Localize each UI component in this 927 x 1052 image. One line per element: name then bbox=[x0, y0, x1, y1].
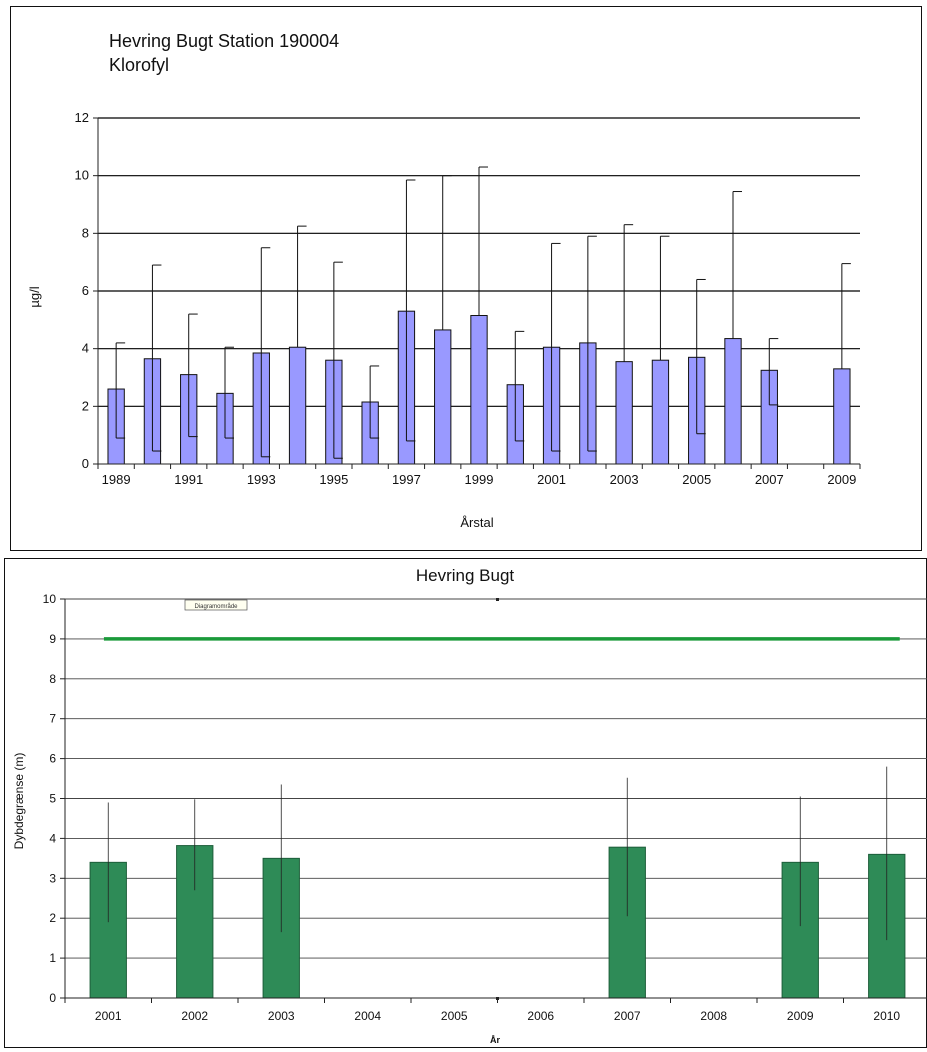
y-tick-label: 6 bbox=[49, 752, 56, 766]
annotation-label: Diagramområde bbox=[194, 603, 238, 610]
bar bbox=[833, 368, 851, 465]
x-tick-label: 2003 bbox=[610, 472, 639, 487]
x-tick-label: 2009 bbox=[827, 472, 856, 487]
y-tick-label: 8 bbox=[82, 225, 89, 240]
bar bbox=[434, 329, 452, 465]
y-tick-label: 4 bbox=[49, 831, 56, 845]
x-tick-label: 2008 bbox=[700, 1009, 727, 1023]
x-tick-label: 2005 bbox=[682, 472, 711, 487]
x-tick-label: 1999 bbox=[465, 472, 494, 487]
y-tick-label: 2 bbox=[49, 911, 56, 925]
chart-panel-klorofyl: Hevring Bugt Station 190004 Klorofyl µg/… bbox=[10, 6, 922, 551]
y-tick-label: 10 bbox=[43, 592, 57, 606]
handle-top[interactable] bbox=[496, 598, 499, 601]
y-tick-label: 1 bbox=[49, 951, 56, 965]
x-tick-label: 1989 bbox=[102, 472, 131, 487]
chart-title: Hevring Bugt Station 190004 bbox=[109, 31, 339, 51]
x-tick-label: 1995 bbox=[319, 472, 348, 487]
bar bbox=[724, 338, 742, 465]
y-tick-label: 7 bbox=[49, 712, 56, 726]
y-tick-label: 12 bbox=[75, 110, 89, 125]
y-tick-label: 10 bbox=[75, 168, 89, 183]
y-tick-label: 0 bbox=[49, 991, 56, 1005]
annotation-box bbox=[184, 599, 248, 611]
x-tick-label: 2007 bbox=[755, 472, 784, 487]
x-tick-label: 1997 bbox=[392, 472, 421, 487]
y-tick-label: 4 bbox=[82, 341, 89, 356]
x-tick-label: 1991 bbox=[174, 472, 203, 487]
x-tick-label: 2001 bbox=[95, 1009, 122, 1023]
y-axis-label: µg/l bbox=[27, 286, 42, 307]
x-axis-label: Årstal bbox=[460, 515, 493, 530]
y-tick-label: 8 bbox=[49, 672, 56, 686]
x-tick-label: 2003 bbox=[268, 1009, 295, 1023]
y-tick-label: 3 bbox=[49, 871, 56, 885]
x-tick-label: 1993 bbox=[247, 472, 276, 487]
x-tick-label: 2007 bbox=[614, 1009, 641, 1023]
bar bbox=[288, 346, 307, 465]
x-axis-label: År bbox=[490, 1035, 500, 1045]
chart-subtitle: Klorofyl bbox=[109, 55, 169, 75]
y-tick-label: 0 bbox=[82, 456, 89, 471]
y-tick-label: 6 bbox=[82, 283, 89, 298]
x-tick-label: 2006 bbox=[527, 1009, 554, 1023]
chart-klorofyl: Hevring Bugt Station 190004 Klorofyl µg/… bbox=[27, 31, 861, 530]
x-tick-label: 2004 bbox=[354, 1009, 381, 1023]
chart-title: Hevring Bugt bbox=[416, 566, 515, 585]
x-tick-label: 2005 bbox=[441, 1009, 468, 1023]
x-tick-label: 2001 bbox=[537, 472, 566, 487]
y-tick-label: 2 bbox=[82, 398, 89, 413]
bar bbox=[470, 315, 488, 465]
y-tick-label: 9 bbox=[49, 632, 56, 646]
bar bbox=[615, 361, 633, 465]
chart-panel-dybdegraense: Hevring Bugt Dybdegrænse (m) År 0 1 2 3 4 5 6 7… bbox=[4, 558, 927, 1048]
handle-bottom[interactable] bbox=[496, 997, 499, 1000]
chart-dybdegraense: Hevring Bugt Dybdegrænse (m) År 0 1 2 3 4 5 6 7… bbox=[12, 566, 927, 1045]
x-tick-label: 2002 bbox=[181, 1009, 208, 1023]
x-tick-label: 2010 bbox=[873, 1009, 900, 1023]
bar bbox=[651, 359, 670, 465]
y-axis-label: Dybdegrænse (m) bbox=[12, 753, 26, 850]
x-tick-label: 2009 bbox=[787, 1009, 814, 1023]
y-tick-label: 5 bbox=[49, 792, 56, 806]
